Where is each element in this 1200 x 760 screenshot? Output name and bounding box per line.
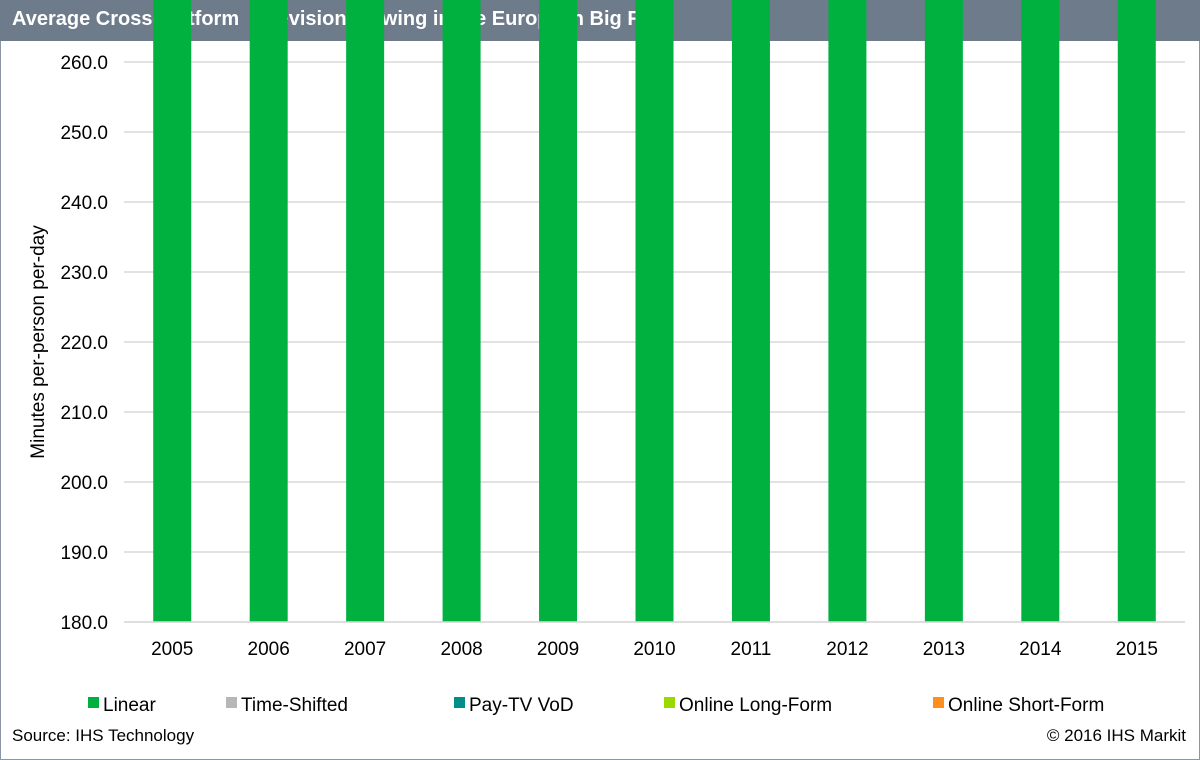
y-tick-label: 260.0 (60, 53, 108, 74)
legend-label: Pay-TV VoD (469, 695, 574, 716)
y-tick-label: 230.0 (60, 263, 108, 284)
y-tick-label: 210.0 (60, 403, 108, 424)
x-tick-label: 2006 (248, 639, 290, 660)
bar-segment-linear (153, 0, 192, 622)
y-tick-label: 200.0 (60, 473, 108, 494)
source-note: Source: IHS Technology (12, 726, 195, 745)
legend-label: Online Long-Form (679, 695, 832, 716)
legend-label: Linear (103, 695, 156, 716)
x-tick-label: 2009 (537, 639, 579, 660)
bar-segment-linear (346, 0, 385, 622)
y-axis-label: Minutes per-person per-day (28, 225, 49, 459)
x-tick-label: 2010 (633, 639, 675, 660)
legend-label: Online Short-Form (948, 695, 1104, 716)
bar-segment-linear (1021, 0, 1060, 623)
copyright-note: © 2016 IHS Markit (1046, 726, 1186, 745)
bar-segment-linear (635, 0, 674, 622)
legend-label: Time-Shifted (241, 695, 348, 716)
legend-swatch (454, 697, 465, 708)
x-tick-label: 2015 (1116, 639, 1158, 660)
bar-segment-linear (828, 0, 867, 622)
legend-swatch (88, 697, 99, 708)
legend-swatch (226, 697, 237, 708)
x-tick-label: 2012 (826, 639, 868, 660)
y-tick-label: 250.0 (60, 123, 108, 144)
x-tick-label: 2008 (440, 639, 482, 660)
y-tick-label: 220.0 (60, 333, 108, 354)
bar-segment-linear (539, 0, 578, 622)
y-tick-label: 180.0 (60, 613, 108, 634)
bar-segment-linear (249, 0, 288, 622)
bar-segment-linear (1117, 0, 1156, 622)
legend-swatch (933, 697, 944, 708)
bar-segment-linear (442, 0, 481, 622)
x-tick-label: 2005 (151, 639, 193, 660)
x-tick-label: 2007 (344, 639, 386, 660)
x-tick-label: 2011 (731, 639, 772, 660)
x-tick-label: 2013 (923, 639, 965, 660)
y-tick-label: 240.0 (60, 193, 108, 214)
x-tick-label: 2014 (1019, 639, 1062, 660)
legend-swatch (664, 697, 675, 708)
y-tick-label: 190.0 (60, 543, 108, 564)
bar-segment-linear (924, 0, 963, 622)
bar-segment-linear (731, 0, 770, 622)
